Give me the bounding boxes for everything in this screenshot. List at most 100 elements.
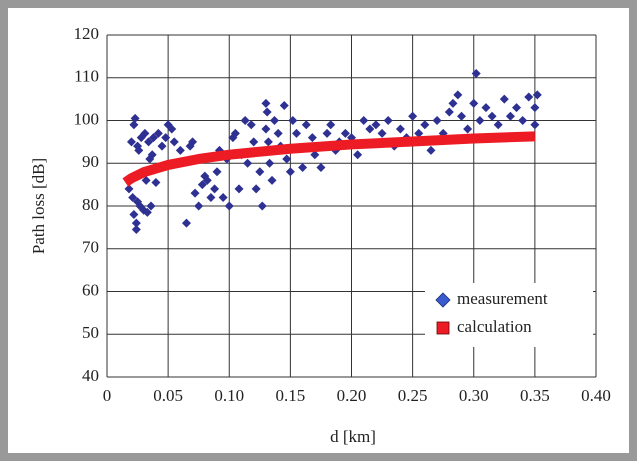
y-tick-label: 50 [82,323,99,342]
measurement-point [359,116,369,125]
legend-swatch [435,292,451,308]
y-tick-label: 60 [82,280,99,299]
measurement-point [471,68,481,78]
measurement-point [414,128,424,138]
measurement-point [144,137,154,147]
y-tick-label: 100 [74,109,100,128]
measurement-point [124,184,134,194]
measurement-point [240,116,250,125]
measurement-point [288,116,298,125]
measurement-point [202,175,212,185]
measurement-point [130,113,140,123]
measurement-point [142,207,152,217]
x-tick-label: 0.15 [276,386,306,405]
x-tick-label: 0.25 [398,386,428,405]
measurement-point [408,111,418,121]
x-tick-label: 0.35 [520,386,550,405]
measurement-point [251,184,261,194]
x-tick-label: 0.30 [459,386,489,405]
measurement-point [151,177,161,187]
measurement-point [298,163,308,173]
measurement-point [457,111,467,121]
measurement-point [469,98,479,108]
measurement-point [194,201,204,211]
measurement-point [279,101,289,111]
measurement-point [126,137,136,147]
x-axis-label: d [km] [330,427,376,446]
legend-swatch [436,321,450,335]
measurement-point [322,128,332,138]
measurement-point [532,90,542,100]
measurement-point [267,175,277,185]
measurement-point [340,128,350,138]
legend-label: measurement [457,289,548,308]
measurement-point [316,163,326,173]
measurement-point [190,188,200,198]
measurement-point [499,94,509,104]
measurement-point [246,120,256,130]
y-tick-label: 40 [82,366,99,385]
measurement-point [524,92,534,102]
measurement-point [131,225,141,235]
calculation-line [122,131,536,187]
measurement-point [487,111,497,121]
measurement-point [167,124,177,134]
measurement-point [285,167,295,177]
y-tick-label: 80 [82,195,99,214]
measurement-point [140,128,150,138]
measurement-point [371,120,381,130]
y-tick-label: 120 [74,24,100,43]
measurement-point [169,137,179,147]
measurement-point [291,128,301,138]
measurement-point [230,128,240,138]
measurement-point [307,133,317,143]
measurement-point [505,111,515,121]
measurement-point [395,124,405,134]
measurement-point [249,137,259,147]
measurement-point [131,218,141,228]
measurement-point [512,103,522,113]
measurement-point [257,201,267,211]
measurement-point [175,145,185,155]
measurement-point [261,98,271,108]
measurement-point [210,184,220,194]
measurement-point [463,124,473,134]
measurement-point [206,192,216,202]
y-axis-label: Path loss [dB] [29,158,48,254]
measurement-point [377,128,387,138]
measurement-point [365,124,375,134]
measurement-point [197,180,207,190]
measurement-point [273,128,283,138]
measurement-point [188,137,198,147]
measurement-point [255,167,265,177]
y-tick-label: 90 [82,152,99,171]
measurement-point [212,167,222,177]
measurement-point [493,120,503,130]
measurement-point [148,133,158,143]
y-tick-label: 110 [74,67,99,86]
measurement-point [261,124,271,134]
measurement-point [128,192,138,202]
measurement-point [243,158,253,168]
measurement-point [518,116,528,125]
measurement-point [263,137,273,147]
measurement-point [432,116,442,125]
x-tick-label: 0.10 [214,386,244,405]
x-tick-label: 0.40 [581,386,611,405]
measurement-point [326,120,336,130]
measurement-point [530,120,540,130]
measurement-point [141,175,151,185]
measurement-point [420,120,430,130]
x-tick-label: 0.05 [153,386,183,405]
measurement-point [530,103,540,113]
y-tick-label: 70 [82,238,99,257]
measurement-point [262,107,272,117]
measurement-point [234,184,244,194]
measurement-point [269,116,279,125]
legend-box [425,283,593,347]
measurement-point [265,158,275,168]
measurement-point [146,201,156,211]
measurement-point [453,90,463,100]
